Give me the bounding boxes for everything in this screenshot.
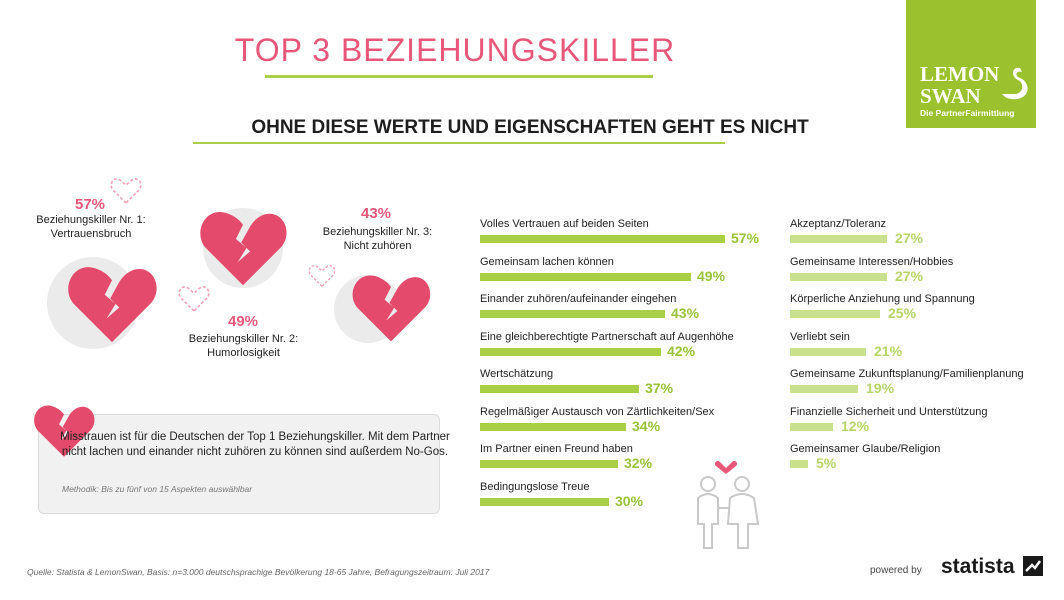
statista-logo: statista (941, 555, 1044, 579)
bar (790, 347, 866, 356)
bar (480, 497, 609, 506)
bar-category-label: Gemeinsam lachen können (480, 255, 614, 268)
bar-category-label: Im Partner einen Freund haben (480, 443, 633, 455)
bar-value-label: 49% (697, 267, 726, 284)
bar-value-label: 34% (632, 417, 661, 434)
bar (790, 385, 858, 393)
bar (480, 272, 691, 281)
bar-category-label: Eine gleichberechtigte Partnerschaft auf… (480, 330, 734, 343)
broken-heart-icon (34, 405, 95, 457)
bar-value-label: 43% (671, 305, 700, 321)
page-subtitle: OHNE DIESE WERTE UND EIGENSCHAFTEN GEHT … (251, 117, 809, 138)
bar-category-label: Gemeinsamer Glaube/Religion (790, 443, 941, 455)
bar-category-label: Einander zuhören/aufeinander eingehen (480, 293, 677, 305)
bar (790, 310, 880, 318)
bar-value-label: 21% (874, 342, 903, 359)
couple-illustration-icon (697, 460, 760, 549)
killer-2-label-line1: Beziehungskiller Nr. 2: (188, 333, 299, 345)
broken-heart-icon (68, 267, 157, 343)
swan-icon (1002, 67, 1028, 100)
title-underline (265, 75, 653, 78)
bar-category-label: Akzeptanz/Toleranz (790, 218, 886, 230)
bar-value-label: 25% (888, 305, 917, 321)
bar (480, 235, 725, 243)
subtitle-underline (193, 142, 725, 144)
logo-tagline: Die PartnerFairmittlung (920, 108, 1015, 118)
bar (480, 460, 618, 468)
bar-category-label: Verliebt sein (790, 330, 850, 343)
bar-category-label: Gemeinsame Interessen/Hobbies (790, 255, 954, 268)
bar-value-label: 27% (895, 230, 924, 246)
bar-value-label: 37% (645, 380, 674, 396)
bar-category-label: Bedingungslose Treue (480, 480, 590, 493)
bar-value-label: 19% (866, 380, 895, 396)
killer-2-percent: 49% (227, 313, 259, 330)
bar (790, 272, 887, 281)
powered-by-label: powered by (870, 565, 922, 576)
bar-chart-column-2: Akzeptanz/Toleranz 27% Gemeinsame Interess… (790, 218, 1050, 488)
bar (790, 235, 887, 243)
bar (790, 460, 808, 468)
killer-3-label-line1: Beziehungskiller Nr. 3: (322, 226, 433, 238)
bar (480, 422, 626, 431)
bar-value-label: 5% (816, 455, 837, 471)
broken-heart-icon (200, 211, 287, 286)
bar-value-label: 27% (895, 267, 924, 284)
bar (790, 422, 833, 431)
outline-heart-icon (178, 286, 210, 313)
bar (480, 385, 639, 393)
bar-value-label: 30% (615, 492, 644, 509)
bar (480, 347, 661, 356)
killer-2-label-line2: Humorlosigkeit (207, 347, 280, 359)
methodology-note: Methodik: Bis zu fünf von 15 Aspekten au… (62, 484, 253, 494)
logo-line1: LEMON (920, 62, 1000, 86)
bar (480, 310, 665, 318)
page-title: TOP 3 BEZIEHUNGSKILLER (234, 32, 676, 68)
info-text: Misstrauen ist für die Deutschen der Top… (60, 431, 450, 458)
outline-heart-icon (308, 265, 336, 288)
statista-wordmark: statista (941, 555, 1015, 578)
statista-icon (1023, 556, 1044, 576)
logo-line2: SWAN (920, 84, 981, 108)
bar-value-label: 32% (624, 455, 653, 471)
bar-value-label: 12% (841, 417, 870, 434)
killer-3-percent: 43% (360, 205, 392, 222)
killer-3-label-line2: Nicht zuhören (343, 240, 412, 252)
bar-category-label: Volles Vertrauen auf beiden Seiten (480, 218, 649, 230)
killer-1-percent: 57% (74, 196, 106, 213)
killer-1-label-line1: Beziehungskiller Nr. 1: (36, 214, 146, 226)
bar-chart-column-1: Volles Vertrauen auf beiden Seiten 57% Gem… (480, 218, 770, 518)
killer-1-label-line2: Vertrauensbruch (50, 228, 132, 240)
bar-value-label: 42% (667, 342, 696, 359)
bar-category-label: Wertschätzung (480, 368, 554, 380)
broken-heart-icon (352, 275, 431, 342)
outline-heart-icon (110, 178, 142, 205)
info-box (38, 414, 440, 514)
source-note: Quelle: Statista & LemonSwan, Basis: n=3… (27, 567, 490, 577)
bar-category-label: Regelmäßiger Austausch von Zärtlichkeite… (480, 405, 715, 418)
bar-category-label: Körperliche Anziehung und Spannung (790, 293, 975, 305)
bar-category-label: Finanzielle Sicherheit und Unterstützung (790, 405, 988, 418)
lemonswan-logo: LEMON SWAN Die PartnerFairmittlung (906, 0, 1036, 128)
bar-value-label: 57% (731, 230, 760, 246)
bar-category-label: Gemeinsame Zukunftsplanung/Familienplanu… (790, 368, 1024, 380)
